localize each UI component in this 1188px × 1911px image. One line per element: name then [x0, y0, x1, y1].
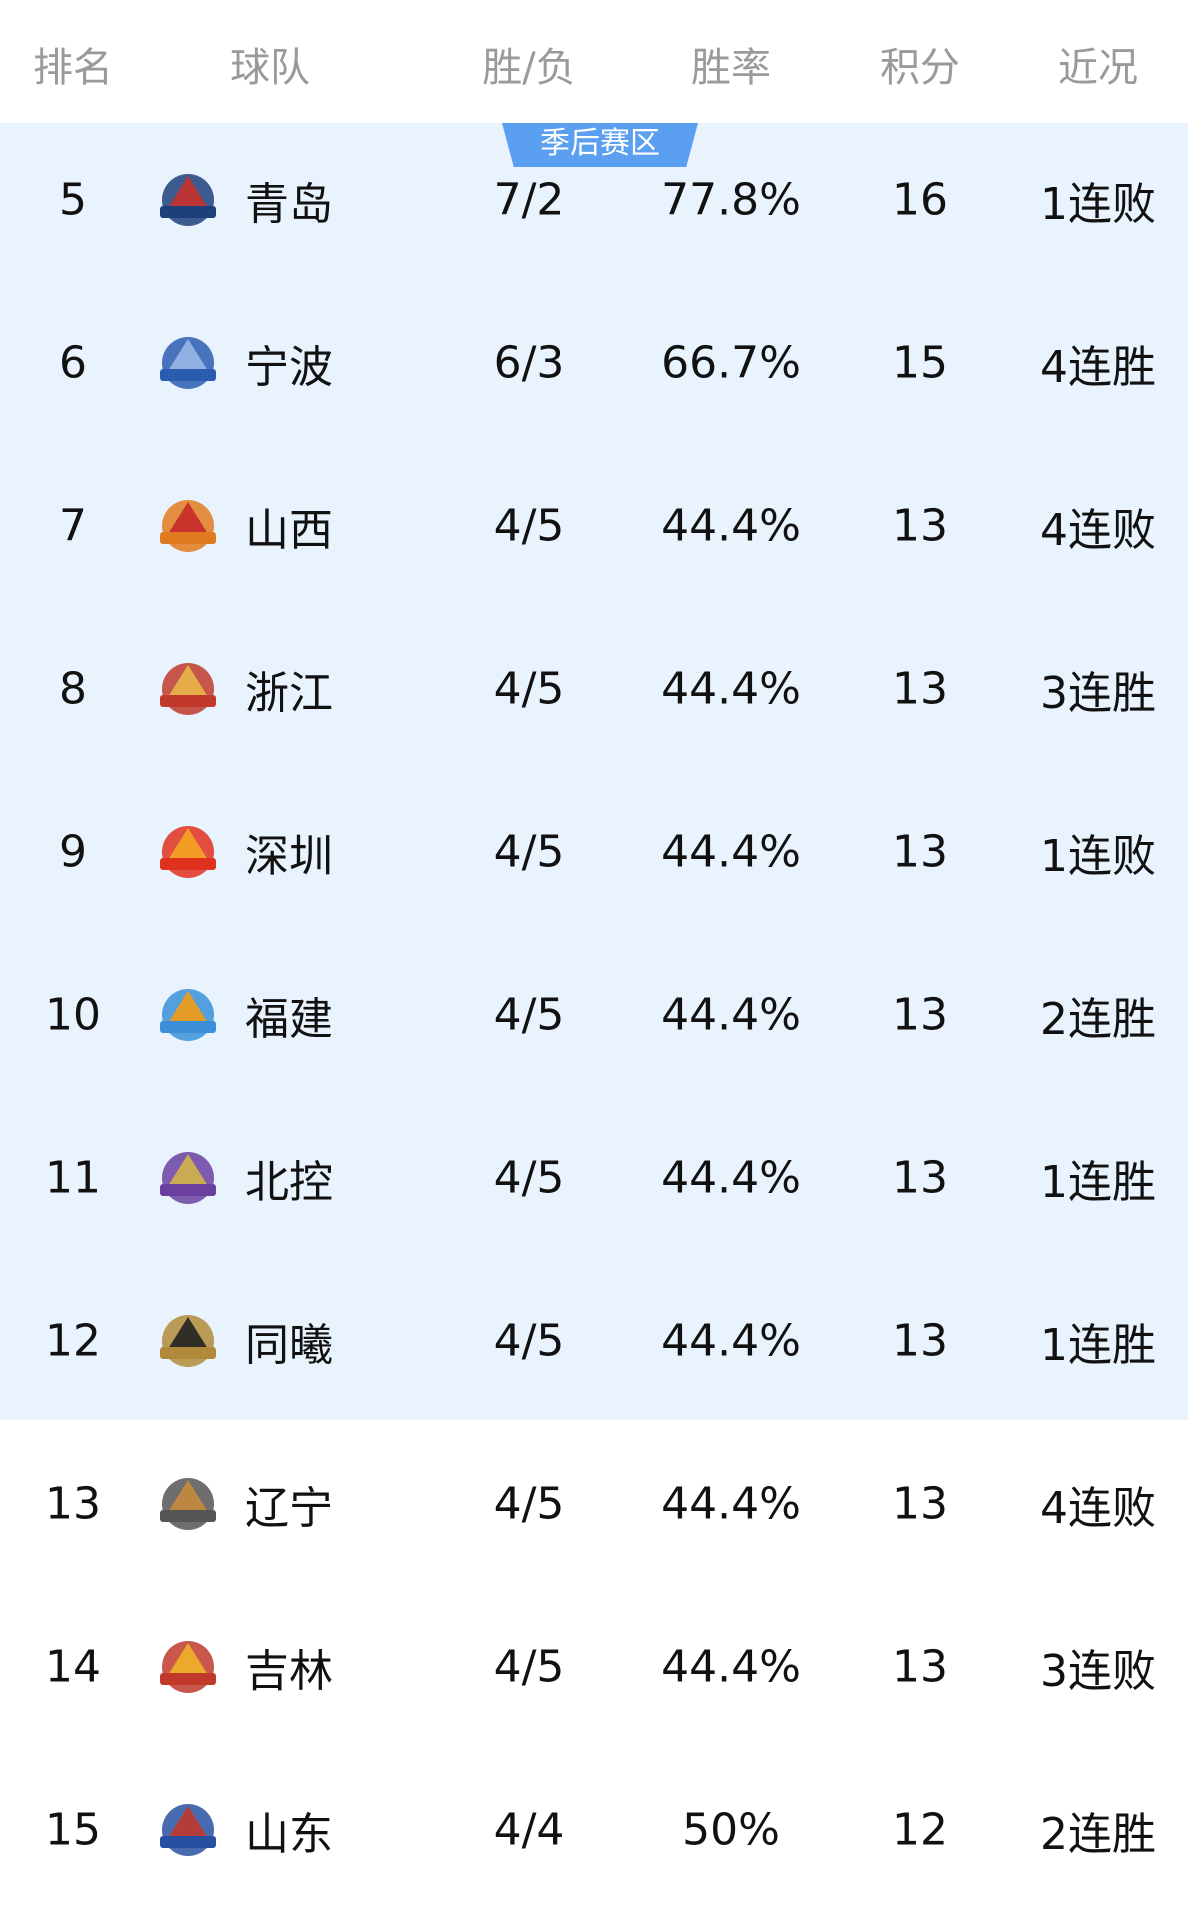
- rank-cell: 6: [59, 337, 87, 388]
- points-cell: 13: [892, 500, 948, 551]
- team-name[interactable]: 福建: [245, 993, 333, 1045]
- win-pct-cell: 44.4%: [661, 663, 801, 714]
- header-rank[interactable]: 排名: [33, 45, 113, 91]
- header-team[interactable]: 球队: [230, 45, 310, 91]
- win-pct-cell: 44.4%: [661, 1478, 801, 1529]
- points-cell: 12: [892, 1804, 948, 1855]
- rank-cell: 12: [45, 1315, 101, 1366]
- points-cell: 13: [892, 1315, 948, 1366]
- header-win-loss[interactable]: 胜/负: [482, 45, 576, 91]
- team-name[interactable]: 青岛: [245, 178, 333, 230]
- win-pct-cell: 44.4%: [661, 1641, 801, 1692]
- streak-cell: 1连败: [1040, 830, 1156, 882]
- win-pct-cell: 44.4%: [661, 826, 801, 877]
- win-pct-cell: 66.7%: [661, 337, 801, 388]
- streak-cell: 2连胜: [1040, 1808, 1156, 1860]
- win-pct-cell: 77.8%: [661, 174, 801, 225]
- rank-cell: 13: [45, 1478, 101, 1529]
- table-row[interactable]: 5 青岛 7/2 77.8% 16 1连败: [0, 118, 1188, 281]
- table-row[interactable]: 14 吉林 4/5 44.4% 13 3连败: [0, 1585, 1188, 1748]
- streak-cell: 3连胜: [1040, 667, 1156, 719]
- points-cell: 13: [892, 663, 948, 714]
- team-name[interactable]: 同曦: [245, 1319, 333, 1371]
- fujian-sturgeons-logo-icon: [160, 988, 216, 1041]
- win-loss-cell: 4/4: [493, 1804, 565, 1855]
- zhejiang-golden-bulls-logo-icon: [160, 662, 216, 715]
- table-row[interactable]: 11 北控 4/5 44.4% 13 1连胜: [0, 1096, 1188, 1259]
- qingdao-eagle-logo-icon: [160, 173, 216, 226]
- table-row[interactable]: 10 福建 4/5 44.4% 13 2连胜: [0, 933, 1188, 1096]
- shenzhen-leopards-logo-icon: [160, 825, 216, 878]
- beikong-royal-fighters-logo-icon: [160, 1151, 216, 1204]
- rank-cell: 15: [45, 1804, 101, 1855]
- table-row[interactable]: 6 宁波 6/3 66.7% 15 4连胜: [0, 281, 1188, 444]
- ningbo-rockets-logo-icon: [160, 336, 216, 389]
- jilin-tigers-logo-icon: [160, 1640, 216, 1693]
- team-name[interactable]: 深圳: [245, 830, 333, 882]
- standings-header: 排名 球队 胜/负 胜率 积分 近况: [0, 0, 1188, 123]
- header-points[interactable]: 积分: [880, 45, 960, 91]
- rank-cell: 10: [45, 989, 101, 1040]
- playoff-zone-badge: 季后赛区: [502, 123, 698, 167]
- rank-cell: 14: [45, 1641, 101, 1692]
- streak-cell: 4连败: [1040, 504, 1156, 556]
- win-loss-cell: 6/3: [493, 337, 565, 388]
- table-row[interactable]: 15 山东 4/4 50% 12 2连胜: [0, 1748, 1188, 1911]
- streak-cell: 4连胜: [1040, 341, 1156, 393]
- win-loss-cell: 4/5: [493, 1641, 565, 1692]
- team-name[interactable]: 北控: [245, 1156, 333, 1208]
- table-row[interactable]: 7 山西 4/5 44.4% 13 4连败: [0, 444, 1188, 607]
- win-loss-cell: 4/5: [493, 1478, 565, 1529]
- win-pct-cell: 44.4%: [661, 500, 801, 551]
- win-pct-cell: 44.4%: [661, 1152, 801, 1203]
- header-streak[interactable]: 近况: [1058, 45, 1138, 91]
- points-cell: 13: [892, 826, 948, 877]
- win-pct-cell: 50%: [682, 1804, 780, 1855]
- points-cell: 13: [892, 1641, 948, 1692]
- streak-cell: 4连败: [1040, 1482, 1156, 1534]
- streak-cell: 3连败: [1040, 1645, 1156, 1697]
- win-pct-cell: 44.4%: [661, 1315, 801, 1366]
- table-row[interactable]: 12 同曦 4/5 44.4% 13 1连胜: [0, 1259, 1188, 1422]
- team-name[interactable]: 山东: [245, 1808, 333, 1860]
- team-name[interactable]: 宁波: [245, 341, 333, 393]
- rank-cell: 7: [59, 500, 87, 551]
- points-cell: 16: [892, 174, 948, 225]
- team-name[interactable]: 吉林: [245, 1645, 333, 1697]
- streak-cell: 2连胜: [1040, 993, 1156, 1045]
- points-cell: 13: [892, 1152, 948, 1203]
- rank-cell: 5: [59, 174, 87, 225]
- win-loss-cell: 4/5: [493, 1315, 565, 1366]
- win-loss-cell: 4/5: [493, 663, 565, 714]
- table-row[interactable]: 8 浙江 4/5 44.4% 13 3连胜: [0, 607, 1188, 770]
- header-win-pct[interactable]: 胜率: [691, 45, 771, 91]
- win-loss-cell: 4/5: [493, 989, 565, 1040]
- points-cell: 13: [892, 1478, 948, 1529]
- win-loss-cell: 4/5: [493, 826, 565, 877]
- nanjing-monkey-kings-logo-icon: [160, 1314, 216, 1367]
- team-name[interactable]: 浙江: [245, 667, 333, 719]
- streak-cell: 1连败: [1040, 178, 1156, 230]
- table-row[interactable]: 9 深圳 4/5 44.4% 13 1连败: [0, 770, 1188, 933]
- win-loss-cell: 7/2: [493, 174, 565, 225]
- shandong-logo-icon: [160, 1803, 216, 1856]
- team-name[interactable]: 山西: [245, 504, 333, 556]
- rank-cell: 9: [59, 826, 87, 877]
- streak-cell: 1连胜: [1040, 1156, 1156, 1208]
- liaoning-leopards-logo-icon: [160, 1477, 216, 1530]
- points-cell: 15: [892, 337, 948, 388]
- table-row[interactable]: 13 辽宁 4/5 44.4% 13 4连败: [0, 1422, 1188, 1585]
- points-cell: 13: [892, 989, 948, 1040]
- team-name[interactable]: 辽宁: [245, 1482, 333, 1534]
- streak-cell: 1连胜: [1040, 1319, 1156, 1371]
- rank-cell: 11: [45, 1152, 101, 1203]
- win-loss-cell: 4/5: [493, 1152, 565, 1203]
- win-pct-cell: 44.4%: [661, 989, 801, 1040]
- rank-cell: 8: [59, 663, 87, 714]
- win-loss-cell: 4/5: [493, 500, 565, 551]
- shanxi-logo-icon: [160, 499, 216, 552]
